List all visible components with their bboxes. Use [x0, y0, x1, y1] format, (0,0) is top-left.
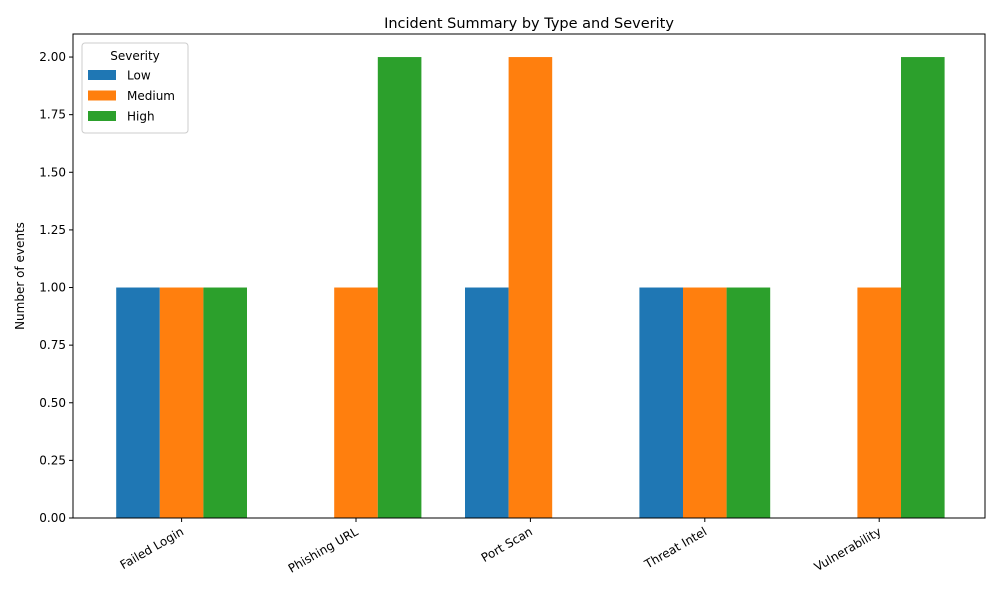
- legend-swatch-medium: [88, 90, 116, 101]
- legend-items: Low Medium High: [88, 69, 175, 124]
- bar-high-phishing-url: [377, 57, 422, 519]
- bar-medium-port-scan: [508, 57, 553, 519]
- bar-medium-phishing-url: [334, 287, 378, 518]
- legend-title: Severity: [110, 49, 160, 63]
- y-tick-label: 2.00: [39, 50, 66, 64]
- bar-high-vulnerability: [901, 57, 945, 519]
- legend-swatch-low: [88, 70, 116, 80]
- legend: Severity Low Medium High: [81, 42, 189, 134]
- bar-low-failed-login: [116, 287, 160, 518]
- y-axis-title: Number of events: [13, 222, 27, 330]
- x-tick-label: Vulnerability: [812, 524, 884, 574]
- legend-label-medium: Medium: [127, 89, 175, 103]
- y-tick-label: 1.00: [39, 281, 66, 295]
- plot-frame: [72, 33, 986, 519]
- legend-label-high: High: [127, 110, 155, 124]
- y-axis: 0.00 0.25 0.50 0.75 1.00 1.25 1.50 1.75 2.00: [39, 50, 73, 525]
- x-tick-label: Failed Login: [118, 524, 187, 572]
- bar-low-port-scan: [465, 287, 509, 518]
- bar-medium-vulnerability: [857, 287, 901, 518]
- bar-high-threat-intel: [726, 287, 771, 518]
- x-tick-label: Phishing URL: [286, 524, 361, 575]
- legend-swatch-high: [88, 111, 116, 121]
- legend-frame: [81, 42, 189, 134]
- y-tick-label: 0.75: [39, 338, 66, 352]
- y-tick-label: 0.25: [39, 453, 66, 467]
- bar-medium-failed-login: [159, 287, 204, 518]
- legend-label-low: Low: [127, 69, 151, 83]
- x-axis: Failed Login Phishing URL Port Scan Threat …: [118, 518, 884, 576]
- bar-medium-threat-intel: [683, 287, 727, 518]
- bar-low-threat-intel: [639, 287, 683, 518]
- y-tick-label: 1.50: [39, 165, 66, 179]
- y-tick-label: 1.75: [39, 108, 66, 122]
- y-tick-label: 0.50: [39, 396, 66, 410]
- bar-high-failed-login: [203, 287, 247, 518]
- x-tick-label: Threat Intel: [641, 524, 709, 571]
- bars-group: [116, 57, 945, 519]
- y-tick-label: 1.25: [39, 223, 66, 237]
- y-tick-label: 0.00: [39, 511, 66, 525]
- x-tick-label: Port Scan: [479, 524, 535, 565]
- chart-title: Incident Summary by Type and Severity: [384, 16, 674, 32]
